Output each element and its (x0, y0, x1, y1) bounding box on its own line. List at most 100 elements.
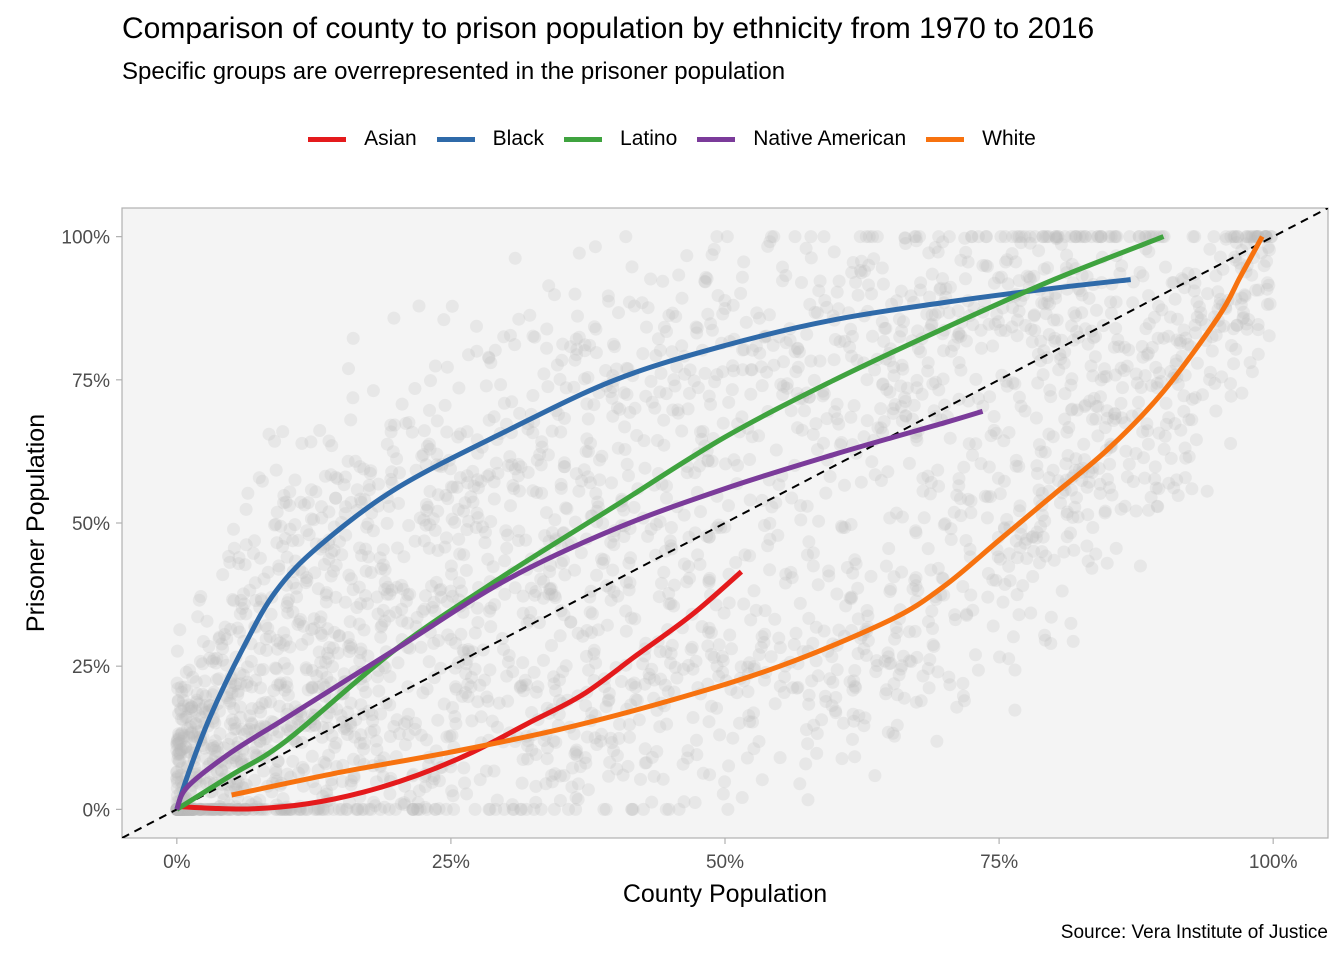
scatter-point (1062, 421, 1076, 434)
scatter-point (590, 568, 604, 582)
scatter-point (874, 474, 888, 487)
scatter-point (664, 656, 677, 670)
scatter-point (325, 546, 338, 560)
scatter-point (882, 650, 895, 664)
scatter-point (220, 632, 234, 646)
x-tick-label: 50% (706, 852, 744, 873)
scatter-point (1228, 230, 1242, 244)
scatter-point (335, 548, 349, 562)
scatter-point (505, 798, 519, 812)
scatter-point (444, 559, 458, 573)
scatter-point (886, 406, 900, 420)
scatter-point (171, 747, 185, 761)
scatter-point (921, 364, 935, 378)
scatter-point (444, 462, 457, 476)
scatter-point (610, 762, 624, 776)
scatter-point (1010, 313, 1024, 327)
scatter-point (524, 581, 538, 595)
scatter-point (213, 727, 227, 741)
scatter-point (741, 660, 755, 674)
scatter-point (465, 714, 479, 728)
scatter-point (1055, 584, 1069, 598)
scatter-point (809, 654, 823, 668)
scatter-point (1227, 357, 1241, 371)
scatter-point (795, 276, 808, 289)
scatter-point (620, 457, 634, 471)
scatter-point (304, 435, 318, 449)
scatter-point (535, 440, 549, 454)
scatter-point (916, 484, 930, 498)
scatter-point (758, 519, 771, 532)
scatter-point (969, 437, 983, 451)
scatter-point (529, 748, 543, 761)
scatter-point (345, 641, 359, 655)
scatter-point (1044, 610, 1058, 624)
scatter-point (1213, 292, 1227, 306)
scatter-point (773, 641, 787, 655)
scatter-point (257, 572, 271, 586)
scatter-point (1224, 377, 1237, 391)
scatter-point (170, 771, 184, 785)
scatter-point (745, 430, 759, 444)
scatter-point (1065, 402, 1079, 416)
scatter-point (851, 612, 865, 626)
scatter-point (248, 576, 262, 590)
scatter-point (1023, 236, 1037, 250)
scatter-point (1130, 376, 1144, 390)
scatter-point (207, 652, 221, 666)
scatter-point (1002, 547, 1016, 561)
scatter-point (791, 360, 805, 374)
scatter-point (894, 662, 908, 676)
scatter-point (283, 499, 296, 512)
scatter-point (1020, 532, 1034, 546)
scatter-point (587, 647, 601, 661)
scatter-point (434, 661, 448, 675)
scatter-point (337, 722, 351, 736)
scatter-point (473, 678, 487, 692)
scatter-point (947, 505, 961, 519)
scatter-point (980, 230, 993, 244)
scatter-point (1101, 411, 1114, 425)
scatter-point (1038, 445, 1052, 459)
scatter-point (323, 640, 336, 654)
scatter-point (740, 751, 754, 765)
scatter-point (314, 626, 328, 640)
scatter-point (991, 315, 1005, 329)
scatter-point (876, 426, 890, 440)
scatter-point (701, 454, 715, 467)
scatter-point (176, 713, 190, 727)
scatter-point (1000, 379, 1014, 393)
y-tick-label: 25% (72, 657, 110, 678)
scatter-point (451, 503, 465, 516)
scatter-point (231, 684, 245, 698)
scatter-point (982, 460, 996, 474)
scatter-point (888, 729, 901, 743)
scatter-point (1252, 283, 1265, 297)
scatter-point (548, 288, 561, 302)
scatter-point (844, 518, 858, 531)
scatter-point (943, 678, 957, 692)
scatter-point (1201, 287, 1215, 301)
scatter-point (342, 639, 356, 653)
scatter-point (248, 773, 262, 787)
scatter-point (830, 285, 844, 299)
scatter-point (588, 240, 602, 254)
scatter-point (959, 245, 973, 259)
scatter-point (911, 584, 925, 597)
scatter-point (397, 717, 411, 731)
scatter-point (1261, 298, 1274, 311)
scatter-point (909, 234, 923, 248)
scatter-point (514, 802, 528, 816)
scatter-point (691, 548, 705, 562)
scatter-point (216, 568, 230, 582)
scatter-point (806, 546, 820, 560)
scatter-point (1026, 530, 1040, 543)
scatter-point (283, 640, 297, 654)
scatter-point (934, 281, 948, 295)
scatter-point (353, 736, 367, 750)
scatter-point (570, 342, 584, 356)
scatter-point (769, 443, 783, 457)
scatter-point (897, 315, 910, 329)
scatter-point (363, 466, 377, 480)
